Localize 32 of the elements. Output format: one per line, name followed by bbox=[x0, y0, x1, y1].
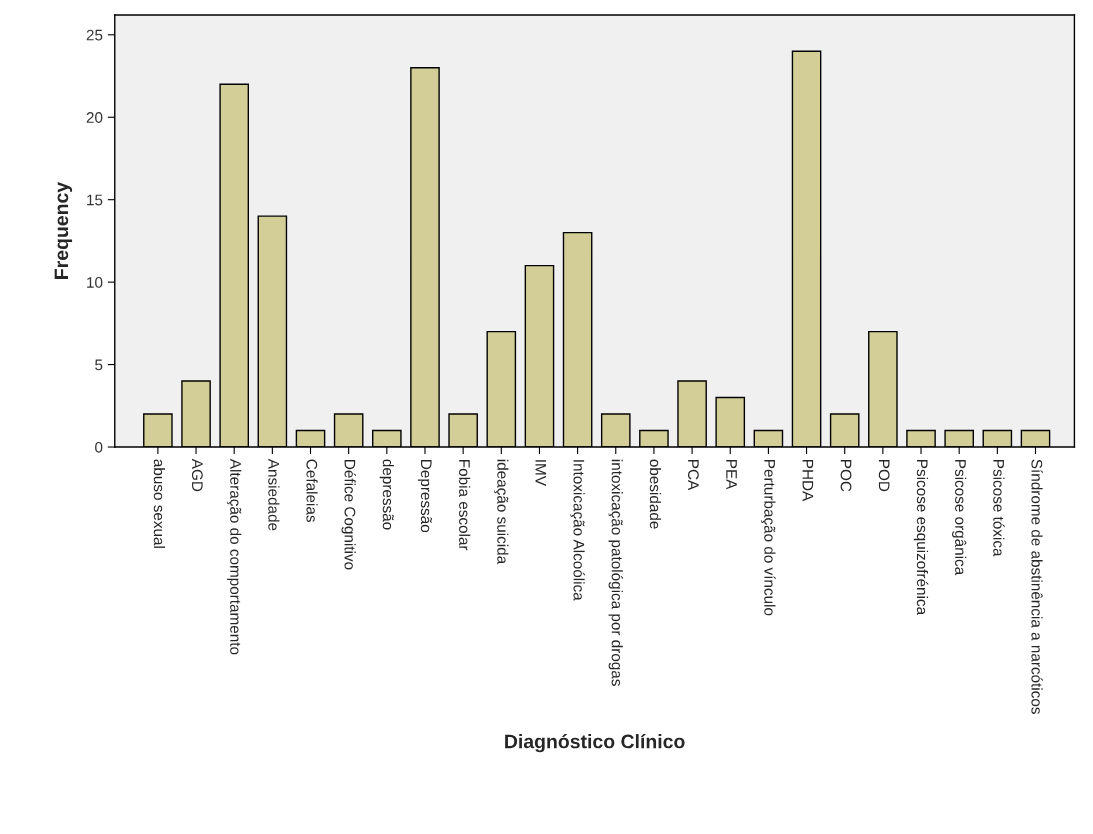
x-tick-label: PCA bbox=[687, 460, 699, 491]
x-tick-label: Perturbação do vínculo bbox=[761, 460, 776, 616]
x-tick-label: Fobia escolar bbox=[459, 460, 471, 551]
y-tick-label: 5 bbox=[95, 359, 103, 371]
x-tick-label: AGD bbox=[191, 458, 203, 492]
y-tick-label: 25 bbox=[86, 29, 103, 41]
y-tick-label: 10 bbox=[87, 277, 103, 288]
x-tick-label: POD bbox=[878, 460, 890, 492]
x-tick-label: abuso sexual bbox=[153, 459, 165, 548]
y-tick-label: 0 bbox=[95, 441, 103, 453]
x-tick-label: obesidade bbox=[649, 459, 662, 529]
x-tick-label: depressão bbox=[379, 459, 394, 530]
x-tick-label: IMV bbox=[535, 460, 547, 486]
x-tick-label: Cefaleias bbox=[306, 459, 318, 522]
x-tick-label: POC bbox=[840, 460, 852, 492]
x-tick-label: PEA bbox=[726, 460, 737, 490]
x-tick-label: Psicose esquizofrénica bbox=[913, 460, 929, 616]
x-tick-label: Psicose tóxica bbox=[993, 460, 1005, 557]
y-tick-label: 20 bbox=[86, 112, 103, 123]
x-tick-label: intoxicação patológica por drogas bbox=[608, 459, 624, 686]
x-axis-title: Diagnóstico Clínico bbox=[505, 733, 685, 753]
x-tick-label: Psicose orgânica bbox=[952, 460, 967, 576]
x-tick-label: Síndrome de abstinência a narcóticos bbox=[1031, 459, 1043, 714]
x-tick-label: Alteração do comportamento bbox=[227, 458, 242, 655]
y-axis-title: Frequency bbox=[54, 181, 73, 279]
y-tick-label: 15 bbox=[87, 194, 103, 206]
x-tick-label: ideação suicida bbox=[494, 459, 509, 565]
x-tick-label: Défice Cognitivo bbox=[341, 460, 356, 570]
x-tick-label: Ansiedade bbox=[268, 458, 280, 531]
x-tick-label: Depressão bbox=[417, 460, 432, 533]
x-tick-label: PHDA bbox=[802, 460, 814, 502]
x-tick-label: Intoxicação Alcoólica bbox=[570, 460, 585, 601]
